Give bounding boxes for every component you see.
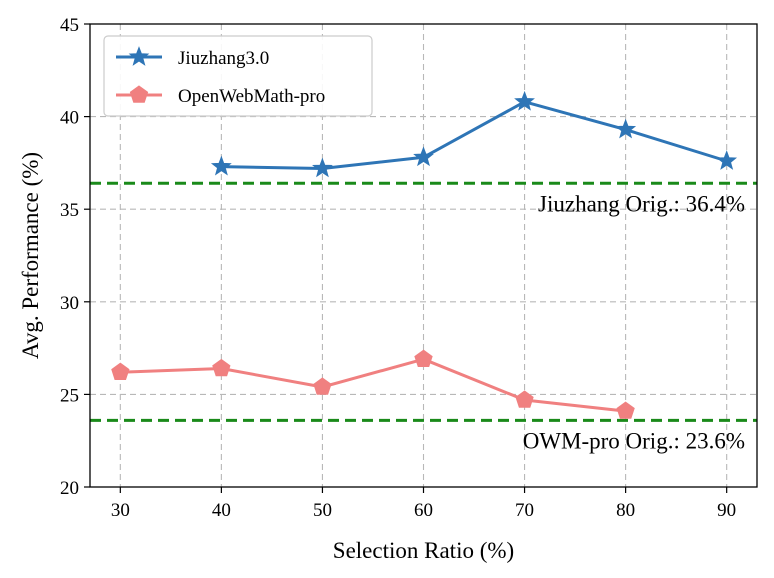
data-point (111, 362, 130, 380)
x-tick-label: 70 (515, 500, 534, 521)
reference-label: OWM-pro Orig.: 23.6% (523, 428, 745, 453)
y-axis-title: Avg. Performance (%) (18, 152, 43, 359)
y-tick-label: 35 (60, 200, 79, 221)
data-point (514, 90, 535, 111)
x-tick-label: 80 (616, 500, 635, 521)
data-point (312, 157, 333, 178)
x-tick-label: 40 (212, 500, 231, 521)
data-point (716, 150, 738, 170)
legend-marker (128, 46, 150, 66)
y-tick-label: 25 (60, 385, 79, 406)
series-jiuzhang (210, 90, 738, 178)
y-tick-label: 30 (60, 293, 79, 314)
data-point (313, 377, 332, 395)
data-point (615, 118, 637, 139)
y-tick-label: 20 (60, 478, 79, 499)
legend-entry-openwebmath-pro: OpenWebMath-pro (116, 85, 325, 107)
series-layer (111, 90, 738, 419)
data-point (212, 358, 231, 377)
data-point (515, 390, 534, 408)
data-point (413, 146, 434, 167)
data-point (414, 349, 433, 367)
legend-marker (129, 85, 149, 103)
x-tick-label: 90 (717, 500, 736, 521)
y-tick-label: 45 (60, 15, 79, 36)
data-point (210, 155, 232, 176)
legend-label-openwebmath-pro: OpenWebMath-pro (178, 86, 325, 107)
x-tick-label: 50 (313, 500, 332, 521)
reference-label: Jiuzhang Orig.: 36.4% (538, 191, 745, 216)
y-tick-label: 40 (60, 108, 79, 129)
x-tick-label: 30 (111, 500, 130, 521)
x-tick-label: 60 (414, 500, 433, 521)
legend-box (103, 35, 373, 117)
reference-lines: Jiuzhang Orig.: 36.4% OWM-pro Orig.: 23.6… (90, 181, 757, 453)
series-line (120, 357, 626, 413)
series-openwebmath-pro (111, 349, 635, 419)
legend-entry-jiuzhang: Jiuzhang3.0 (116, 46, 269, 69)
x-axis-title: Selection Ratio (%) (333, 538, 514, 563)
legend-label-jiuzhang: Jiuzhang3.0 (178, 48, 269, 69)
legend: Jiuzhang3.0 OpenWebMath-pro (103, 35, 373, 117)
data-point (616, 401, 635, 419)
axis-ticks: 30 40 50 60 70 80 90 20 25 30 35 40 45 (60, 15, 736, 521)
series-line (221, 100, 728, 170)
